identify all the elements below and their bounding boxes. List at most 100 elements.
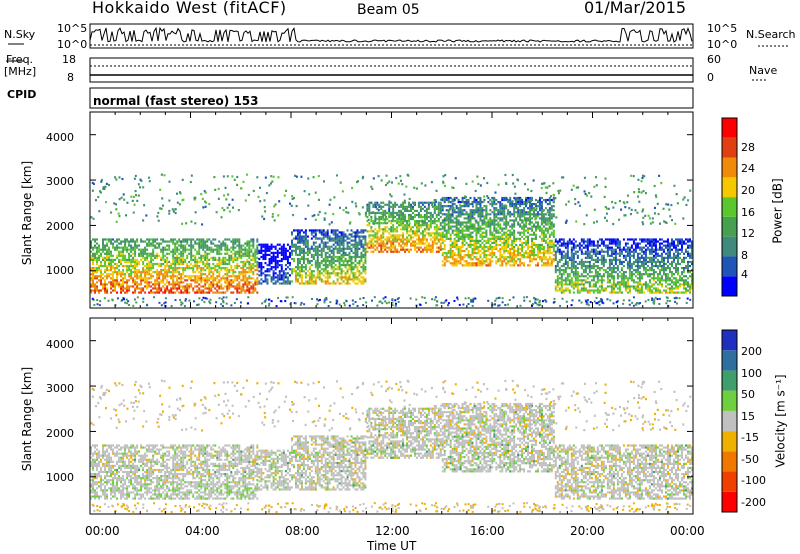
power-cell <box>345 276 347 278</box>
power-cell <box>537 246 539 248</box>
power-cell <box>110 291 112 293</box>
power-cell <box>122 289 124 291</box>
power-cell <box>448 260 450 262</box>
power-cell <box>523 230 525 232</box>
power-cell <box>563 240 565 242</box>
power-cell <box>473 262 475 264</box>
power-cell <box>178 271 180 273</box>
power-cell <box>343 280 345 282</box>
power-cell <box>248 261 250 263</box>
power-cell <box>238 271 240 273</box>
power-cell <box>559 281 561 283</box>
power-cell <box>307 274 309 276</box>
power-cell <box>301 282 303 284</box>
power-cell <box>472 209 474 211</box>
power-cell <box>347 237 349 239</box>
power-cell <box>146 267 148 269</box>
power-cell <box>339 268 341 270</box>
power-cell <box>238 285 240 287</box>
power-cell <box>295 274 297 276</box>
power-cell <box>232 238 234 240</box>
power-cell <box>466 236 468 238</box>
power-cell <box>493 211 495 213</box>
power-cell <box>523 242 525 244</box>
power-cell <box>603 251 605 253</box>
power-cell <box>248 263 250 265</box>
power-cell <box>275 252 277 254</box>
power-cell <box>464 250 466 252</box>
power-cell <box>206 281 208 283</box>
power-cell <box>531 225 533 227</box>
power-cell <box>456 248 458 250</box>
power-cell <box>267 270 269 272</box>
power-cell <box>635 287 637 289</box>
power-cell <box>162 291 164 293</box>
power-cell <box>188 249 190 251</box>
power-cell <box>130 238 132 240</box>
power-cell <box>140 277 142 279</box>
power-cell <box>513 242 515 244</box>
power-cell <box>503 223 505 225</box>
power-cell <box>491 260 493 262</box>
power-cell <box>426 232 428 234</box>
power-cell <box>136 271 138 273</box>
power-cell <box>619 253 621 255</box>
power-cell <box>246 281 248 283</box>
power-cell <box>190 251 192 253</box>
power-cell <box>118 283 120 285</box>
power-cell <box>585 281 587 283</box>
power-cell <box>238 242 240 244</box>
power-cell <box>585 251 587 253</box>
power-cell <box>337 240 339 242</box>
power-cell <box>218 263 220 265</box>
power-cell <box>126 285 128 287</box>
power-cell <box>254 279 256 281</box>
power-cell <box>593 259 595 261</box>
power-cell <box>104 281 106 283</box>
power-cell <box>146 269 148 271</box>
power-cell <box>567 287 569 289</box>
power-cell <box>497 238 499 240</box>
power-cell <box>287 266 289 268</box>
power-cell <box>468 215 470 217</box>
power-cell <box>599 269 601 271</box>
power-cell <box>202 249 204 251</box>
power-cell <box>372 247 374 249</box>
power-cell <box>337 252 339 254</box>
power-cell <box>470 236 472 238</box>
power-cell <box>442 225 444 227</box>
power-cell <box>283 250 285 252</box>
power-cell <box>509 252 511 254</box>
power-cell <box>481 232 483 234</box>
power-cell <box>333 233 335 235</box>
power-cell <box>246 242 248 244</box>
power-cell <box>166 261 168 263</box>
power-cell <box>202 247 204 249</box>
power-cell <box>212 242 214 244</box>
power-cell <box>553 225 555 227</box>
power-cell <box>160 281 162 283</box>
power-cell <box>418 247 420 249</box>
power-cell <box>246 240 248 242</box>
power-cell <box>633 279 635 281</box>
power-cell <box>351 250 353 252</box>
power-cell <box>368 210 370 212</box>
power-cell <box>128 289 130 291</box>
power-cell <box>148 267 150 269</box>
power-cell <box>458 223 460 225</box>
power-cell <box>577 257 579 259</box>
power-cell <box>269 248 271 250</box>
power-cell <box>374 234 376 236</box>
power-cell <box>499 250 501 252</box>
power-cell <box>547 209 549 211</box>
power-cell <box>509 258 511 260</box>
power-cell <box>416 247 418 249</box>
power-cell <box>505 258 507 260</box>
power-cell <box>573 259 575 261</box>
power-cell <box>485 234 487 236</box>
power-cell <box>360 266 362 268</box>
power-cell <box>198 279 200 281</box>
power-cell <box>142 279 144 281</box>
power-cell <box>200 247 202 249</box>
power-cell <box>210 249 212 251</box>
